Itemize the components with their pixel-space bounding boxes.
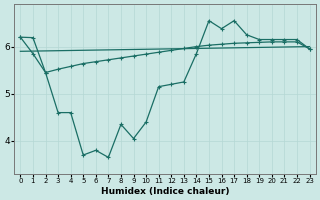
X-axis label: Humidex (Indice chaleur): Humidex (Indice chaleur) — [101, 187, 229, 196]
